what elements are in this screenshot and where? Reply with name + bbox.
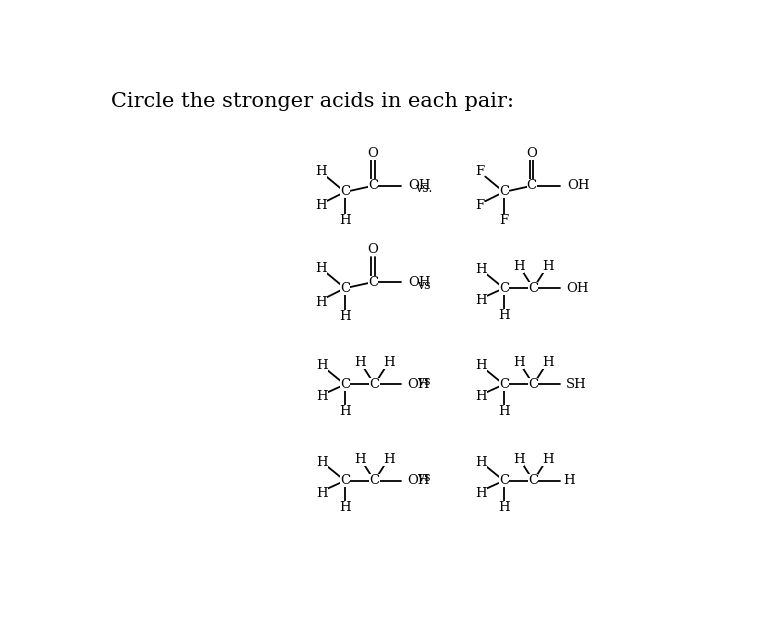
Text: H: H (383, 452, 395, 465)
Text: H: H (542, 260, 554, 273)
Text: H: H (317, 391, 328, 404)
Text: F: F (475, 200, 484, 213)
Text: SH: SH (566, 378, 587, 391)
Text: H: H (498, 308, 510, 322)
Text: H: H (563, 474, 575, 487)
Text: H: H (339, 405, 351, 418)
Text: F: F (499, 214, 508, 227)
Text: H: H (317, 486, 328, 499)
Text: OH: OH (567, 179, 590, 192)
Text: O: O (368, 243, 379, 256)
Text: H: H (498, 405, 510, 418)
Text: vs.: vs. (415, 182, 433, 195)
Text: H: H (317, 360, 328, 373)
Text: H: H (476, 294, 487, 307)
Text: vs: vs (417, 279, 431, 292)
Text: Circle the stronger acids in each pair:: Circle the stronger acids in each pair: (111, 92, 514, 111)
Text: C: C (528, 282, 539, 295)
Text: H: H (339, 310, 351, 323)
Text: H: H (383, 357, 395, 370)
Text: OH: OH (407, 474, 429, 487)
Text: vs: vs (417, 471, 431, 484)
Text: H: H (339, 501, 351, 514)
Text: F: F (475, 166, 484, 179)
Text: H: H (498, 501, 510, 514)
Text: O: O (526, 147, 537, 160)
Text: H: H (354, 452, 365, 465)
Text: C: C (340, 185, 350, 198)
Text: C: C (340, 378, 350, 391)
Text: H: H (354, 357, 365, 370)
Text: C: C (499, 474, 509, 487)
Text: H: H (315, 261, 327, 274)
Text: H: H (339, 214, 351, 227)
Text: O: O (368, 147, 379, 160)
Text: vs: vs (417, 375, 431, 388)
Text: H: H (315, 295, 327, 308)
Text: C: C (369, 378, 379, 391)
Text: C: C (527, 179, 537, 192)
Text: H: H (476, 391, 487, 404)
Text: H: H (513, 260, 525, 273)
Text: H: H (476, 455, 487, 468)
Text: C: C (368, 179, 378, 192)
Text: C: C (369, 474, 379, 487)
Text: H: H (542, 452, 554, 465)
Text: C: C (499, 378, 509, 391)
Text: C: C (340, 282, 350, 295)
Text: OH: OH (407, 378, 429, 391)
Text: OH: OH (566, 282, 588, 295)
Text: C: C (528, 474, 539, 487)
Text: OH: OH (408, 276, 431, 289)
Text: C: C (340, 474, 350, 487)
Text: H: H (476, 486, 487, 499)
Text: H: H (317, 455, 328, 468)
Text: H: H (476, 360, 487, 373)
Text: C: C (368, 276, 378, 289)
Text: H: H (542, 357, 554, 370)
Text: H: H (513, 357, 525, 370)
Text: H: H (315, 200, 327, 213)
Text: OH: OH (408, 179, 431, 192)
Text: H: H (476, 263, 487, 276)
Text: C: C (499, 185, 509, 198)
Text: C: C (528, 378, 539, 391)
Text: H: H (315, 166, 327, 179)
Text: C: C (499, 282, 509, 295)
Text: H: H (513, 452, 525, 465)
